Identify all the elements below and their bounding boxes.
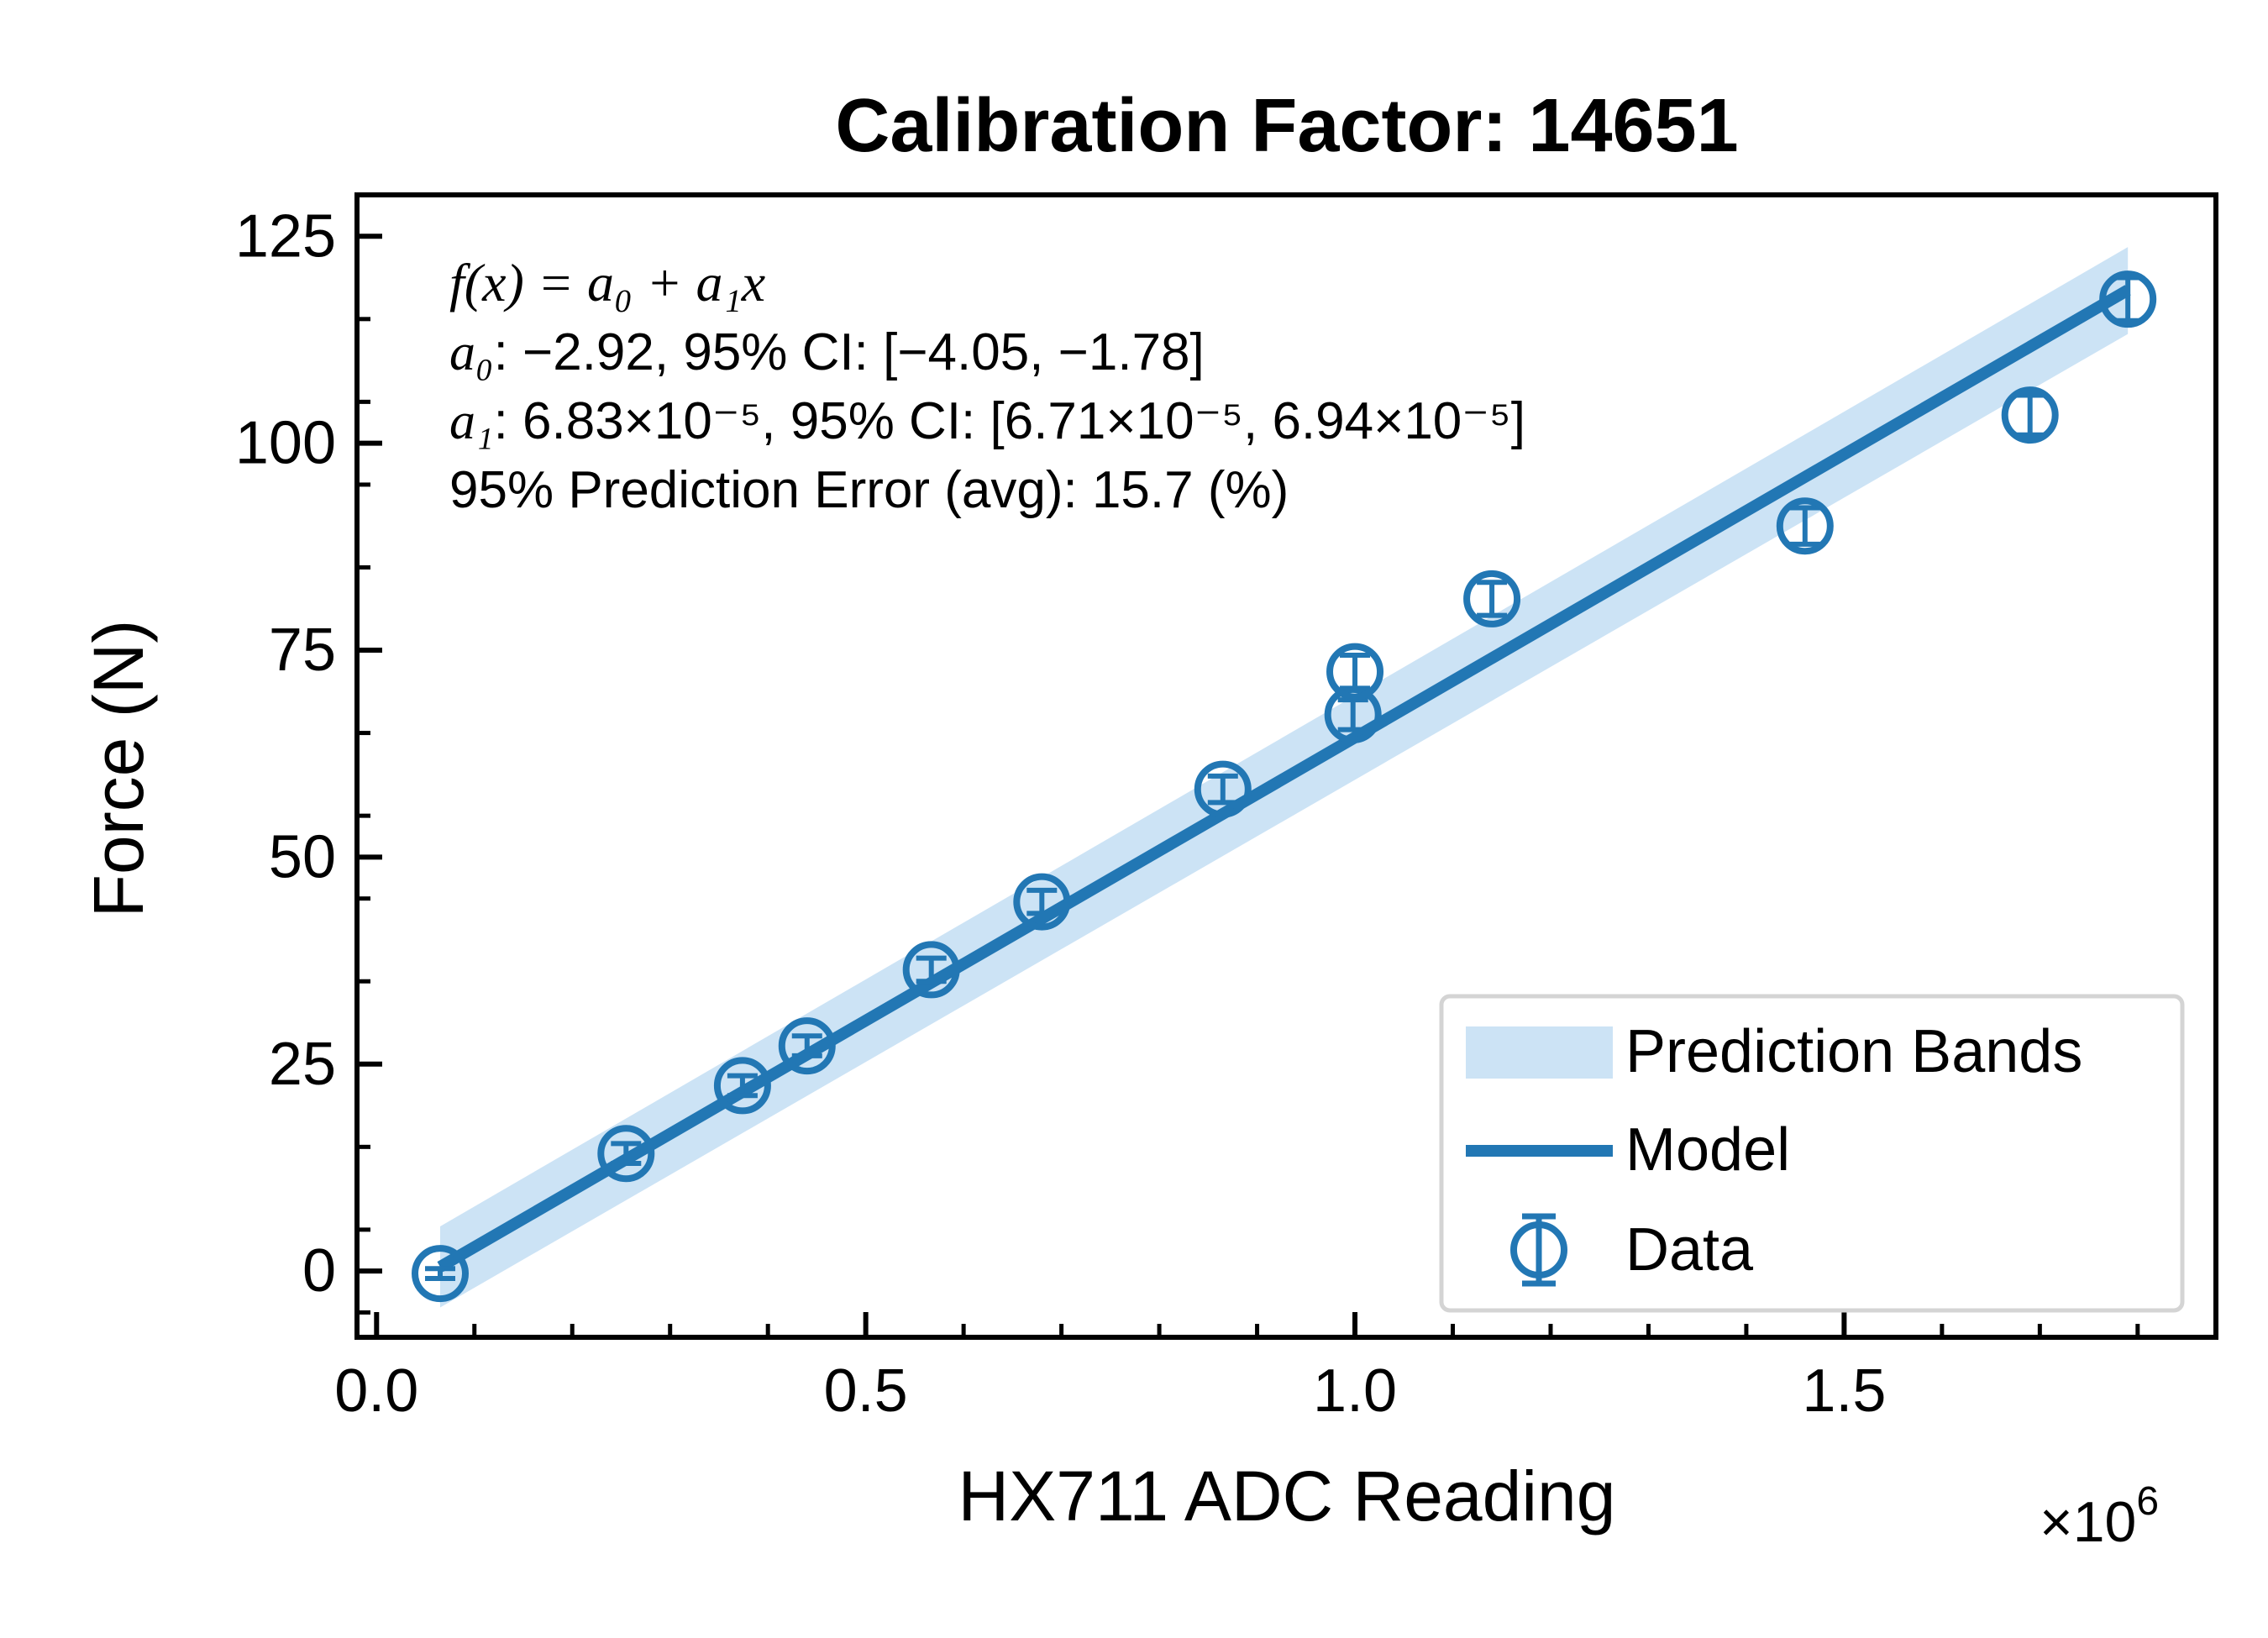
- legend-label-prediction-bands: Prediction Bands: [1625, 1018, 2082, 1085]
- annotation-formula: f(x) = a₀ + a₁x: [449, 253, 765, 312]
- y-tick-label: 125: [235, 202, 336, 270]
- y-tick-label: 25: [269, 1031, 336, 1098]
- y-tick-label: 50: [269, 823, 336, 890]
- data-marker: [2001, 386, 2059, 444]
- a1-symbol: a₁: [449, 393, 494, 450]
- data-point: [1776, 497, 1834, 555]
- data-marker: [597, 1125, 655, 1183]
- a0-symbol: a₀: [449, 324, 494, 381]
- x-axis-label: HX711 ADC Reading: [958, 1457, 1616, 1536]
- data-marker: [412, 1245, 470, 1303]
- legend-label-data: Data: [1625, 1216, 1754, 1284]
- annotation-a0: a₀: −2.92, 95% CI: [−4.05, −1.78]: [449, 323, 1205, 381]
- data-point: [1194, 760, 1252, 818]
- legend-frame: [1439, 994, 2185, 1313]
- x-tick-label: 0.0: [334, 1357, 418, 1425]
- data-points-layer: [412, 270, 2157, 1303]
- a0-values: : −2.92, 95% CI: [−4.05, −1.78]: [494, 323, 1205, 381]
- data-marker: [1326, 643, 1384, 701]
- data-point: [1326, 643, 1384, 701]
- x-multiplier-base: ×10: [2040, 1490, 2136, 1554]
- data-point: [2099, 270, 2157, 328]
- chart-title: Calibration Factor: 14651: [835, 84, 1738, 168]
- legend-label-model: Model: [1625, 1116, 1790, 1184]
- x-multiplier-exponent: 6: [2136, 1479, 2159, 1524]
- legend-band-swatch: [1466, 1026, 1613, 1079]
- data-point: [1013, 873, 1071, 931]
- annotation-prediction-error: 95% Prediction Error (avg): 15.7 (%): [449, 461, 1289, 519]
- data-marker: [1013, 873, 1071, 931]
- data-point: [778, 1017, 836, 1075]
- data-marker: [1463, 570, 1521, 627]
- plot-frame: [354, 192, 2218, 1340]
- annotation-a1: a₁: 6.83×10⁻⁵, 95% CI: [6.71×10⁻⁵, 6.94×…: [449, 392, 1525, 450]
- data-point: [1463, 570, 1521, 627]
- legend-data-swatch: [1510, 1213, 1567, 1287]
- x-tick-label: 1.5: [1802, 1357, 1886, 1425]
- data-point: [713, 1057, 771, 1115]
- x-tick-label: 1.0: [1313, 1357, 1397, 1425]
- data-marker: [1194, 760, 1252, 818]
- y-tick-label: 100: [235, 410, 336, 477]
- y-tick-label: 0: [302, 1237, 336, 1305]
- axes-layer: 0 25 50 75 100 125 0.0 0.5 1.0 1.5: [235, 192, 2218, 1425]
- data-marker: [2099, 270, 2157, 328]
- data-point: [412, 1245, 470, 1303]
- data-point: [902, 941, 960, 999]
- y-tick-label: 75: [269, 617, 336, 684]
- data-point: [2001, 386, 2059, 444]
- x-tick-label: 0.5: [824, 1357, 908, 1425]
- data-marker: [778, 1017, 836, 1075]
- data-point: [597, 1125, 655, 1183]
- x-axis-multiplier: ×106: [2040, 1479, 2159, 1554]
- data-marker: [713, 1057, 771, 1115]
- legend: Prediction Bands Model Data: [1439, 994, 2185, 1313]
- fit-annotation: f(x) = a₀ + a₁x a₀: −2.92, 95% CI: [−4.0…: [449, 253, 1525, 519]
- a1-values: : 6.83×10⁻⁵, 95% CI: [6.71×10⁻⁵, 6.94×10…: [494, 392, 1525, 450]
- data-marker: [902, 941, 960, 999]
- data-marker: [1776, 497, 1834, 555]
- y-axis-label: Force (N): [79, 620, 158, 918]
